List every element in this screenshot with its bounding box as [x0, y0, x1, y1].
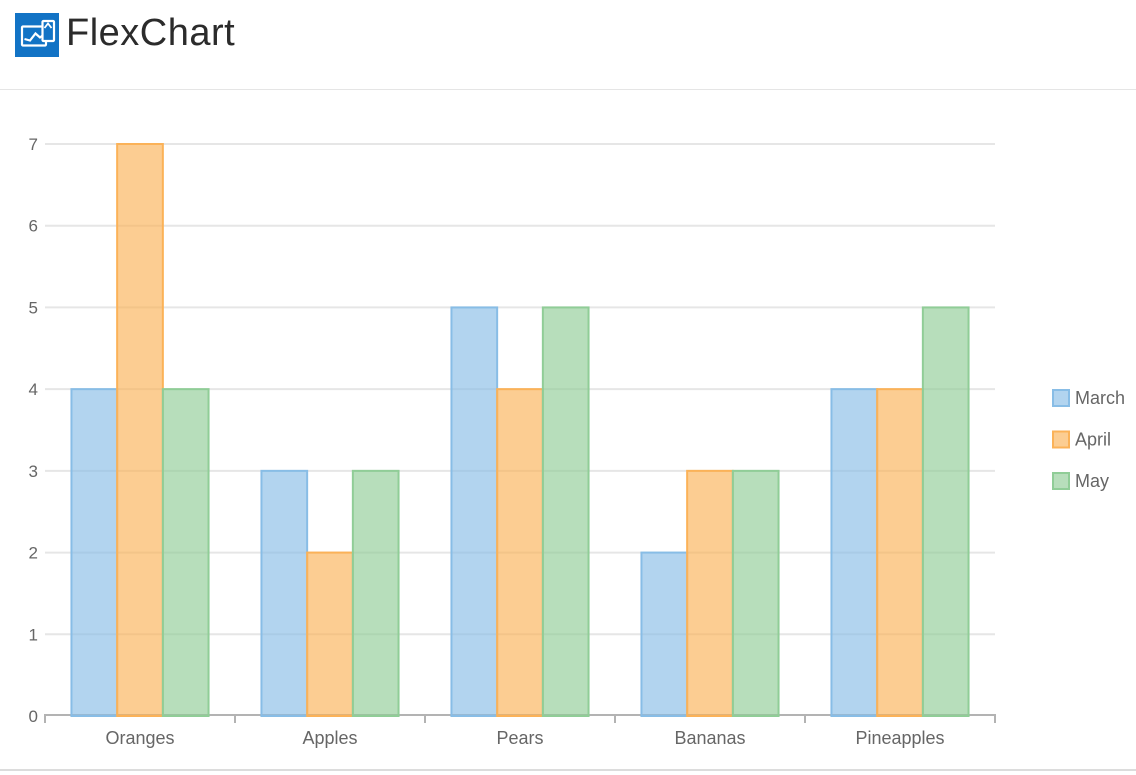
app-header: FlexChart [0, 0, 1136, 90]
page-title: FlexChart [66, 12, 236, 54]
y-axis-tick-label-2: 2 [29, 544, 38, 563]
legend-label-may: May [1075, 471, 1109, 491]
bar-may-bananas[interactable] [731, 469, 780, 717]
y-axis-tick-label-5: 5 [29, 298, 38, 317]
y-axis-tick-label-7: 7 [29, 135, 38, 154]
legend-item-march[interactable]: March [1052, 388, 1125, 408]
bar-may-pears[interactable] [541, 306, 590, 717]
x-axis-category-label-apples: Apples [302, 728, 357, 748]
bar-april-bananas[interactable] [686, 469, 734, 717]
x-axis-category-label-pineapples: Pineapples [855, 728, 944, 748]
bar-april-pears[interactable] [496, 388, 544, 717]
x-axis-category-label-pears: Pears [496, 728, 543, 748]
bar-april-apples[interactable] [306, 551, 354, 717]
bar-may-apples[interactable] [351, 469, 400, 717]
bar-march-apples[interactable] [260, 469, 309, 717]
bar-may-pineapples[interactable] [921, 306, 970, 717]
y-axis-tick-label-0: 0 [29, 707, 38, 726]
legend-swatch-march [1052, 389, 1070, 407]
bar-march-pears[interactable] [450, 306, 499, 717]
bar-march-bananas[interactable] [640, 551, 689, 717]
y-axis-tick-label-6: 6 [29, 217, 38, 236]
y-axis-tick-label-3: 3 [29, 462, 38, 481]
legend-item-may[interactable]: May [1052, 471, 1109, 491]
legend-swatch-april [1052, 430, 1070, 449]
y-axis-tick-label-1: 1 [29, 625, 38, 644]
bar-march-oranges[interactable] [70, 388, 119, 717]
x-axis-category-label-bananas: Bananas [674, 728, 745, 748]
legend-label-march: March [1075, 388, 1125, 408]
flexchart-logo-icon [15, 13, 59, 57]
x-axis-category-label-oranges: Oranges [105, 728, 174, 748]
bar-april-oranges[interactable] [116, 143, 164, 717]
legend-label-april: April [1075, 430, 1111, 450]
footer-divider [0, 769, 1136, 771]
bar-march-pineapples[interactable] [830, 388, 879, 717]
legend-swatch-may [1052, 472, 1070, 490]
bar-may-oranges[interactable] [161, 388, 210, 717]
legend-item-april[interactable]: April [1052, 430, 1111, 450]
y-axis-tick-label-4: 4 [29, 380, 38, 399]
bar-april-pineapples[interactable] [876, 388, 924, 717]
